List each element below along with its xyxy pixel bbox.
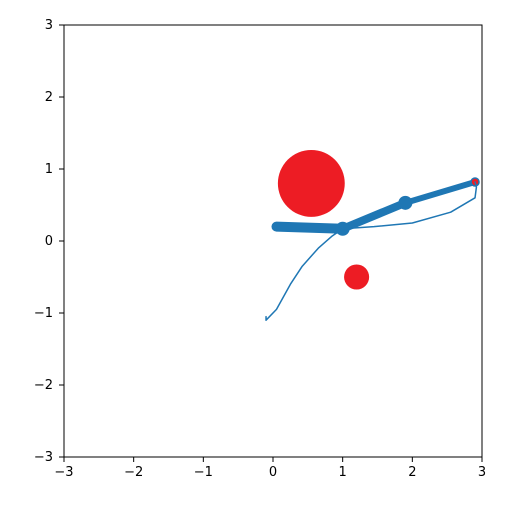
- x-tick-label: −2: [124, 465, 143, 480]
- x-tick-label: 1: [339, 465, 347, 480]
- chart-svg: −3 −2 −1 0 1 2 3 −3 −2 −1 0 1 2 3: [0, 0, 512, 507]
- y-tick-label: 1: [45, 162, 53, 177]
- data-circle: [278, 150, 345, 217]
- x-tick-label: 0: [269, 465, 277, 480]
- y-tick-label: −3: [34, 450, 53, 465]
- data-circle: [344, 264, 369, 289]
- y-tick-label: −2: [34, 378, 53, 393]
- chart-background: [0, 0, 512, 507]
- arm-segment: [276, 227, 342, 229]
- y-tick-label: 0: [45, 234, 53, 249]
- y-tick-label: −1: [34, 306, 53, 321]
- x-tick-label: −1: [194, 465, 213, 480]
- y-tick-label: 3: [45, 18, 53, 33]
- x-tick-label: −3: [54, 465, 73, 480]
- chart-container: −3 −2 −1 0 1 2 3 −3 −2 −1 0 1 2 3: [0, 0, 512, 507]
- x-tick-label: 3: [478, 465, 486, 480]
- x-tick-label: 2: [408, 465, 416, 480]
- arm-joint-marker: [398, 196, 412, 210]
- y-tick-label: 2: [45, 90, 53, 105]
